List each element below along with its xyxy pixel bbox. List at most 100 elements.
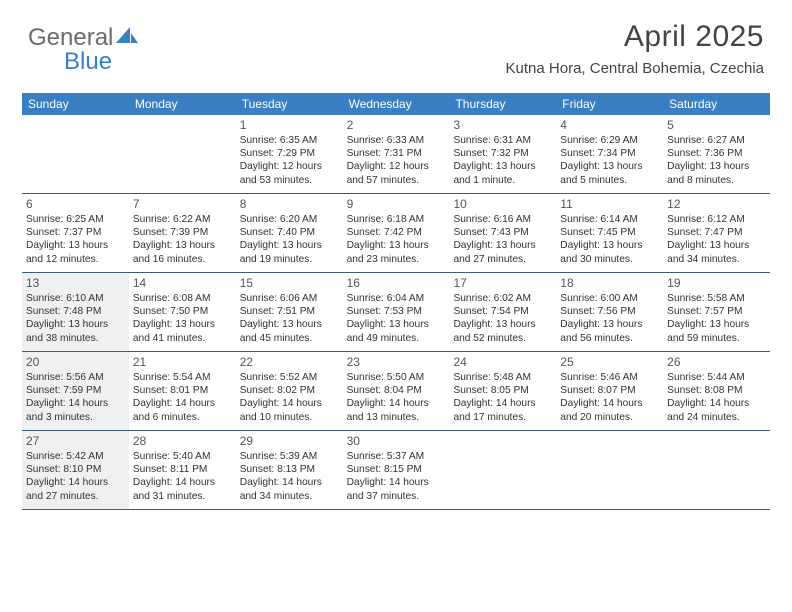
- daylight-text: Daylight: 12 hours and 53 minutes.: [240, 160, 338, 186]
- daylight-text: Daylight: 12 hours and 57 minutes.: [347, 160, 445, 186]
- sunrise-text: Sunrise: 5:40 AM: [133, 450, 231, 463]
- calendar-cell: 15Sunrise: 6:06 AMSunset: 7:51 PMDayligh…: [236, 273, 343, 351]
- calendar-cell: 10Sunrise: 6:16 AMSunset: 7:43 PMDayligh…: [449, 194, 556, 272]
- day-number: 1: [240, 118, 338, 133]
- day-number: 28: [133, 434, 231, 449]
- calendar-cell: 12Sunrise: 6:12 AMSunset: 7:47 PMDayligh…: [663, 194, 770, 272]
- sunset-text: Sunset: 7:31 PM: [347, 147, 445, 160]
- sunrise-text: Sunrise: 6:31 AM: [453, 134, 551, 147]
- sunset-text: Sunset: 8:01 PM: [133, 384, 231, 397]
- calendar-cell: 14Sunrise: 6:08 AMSunset: 7:50 PMDayligh…: [129, 273, 236, 351]
- sunset-text: Sunset: 8:04 PM: [347, 384, 445, 397]
- calendar-cell: [449, 431, 556, 509]
- sunset-text: Sunset: 8:08 PM: [667, 384, 765, 397]
- sunrise-text: Sunrise: 6:12 AM: [667, 213, 765, 226]
- sunset-text: Sunset: 8:13 PM: [240, 463, 338, 476]
- calendar-cell: 8Sunrise: 6:20 AMSunset: 7:40 PMDaylight…: [236, 194, 343, 272]
- day-header: Saturday: [663, 93, 770, 115]
- daylight-text: Daylight: 14 hours and 3 minutes.: [26, 397, 124, 423]
- sunrise-text: Sunrise: 5:52 AM: [240, 371, 338, 384]
- calendar-cell: [22, 115, 129, 193]
- daylight-text: Daylight: 14 hours and 20 minutes.: [560, 397, 658, 423]
- sunrise-text: Sunrise: 6:08 AM: [133, 292, 231, 305]
- daylight-text: Daylight: 13 hours and 5 minutes.: [560, 160, 658, 186]
- daylight-text: Daylight: 13 hours and 16 minutes.: [133, 239, 231, 265]
- day-number: 10: [453, 197, 551, 212]
- day-number: 13: [26, 276, 124, 291]
- day-number: 29: [240, 434, 338, 449]
- calendar-cell: 16Sunrise: 6:04 AMSunset: 7:53 PMDayligh…: [343, 273, 450, 351]
- sunset-text: Sunset: 7:45 PM: [560, 226, 658, 239]
- sunset-text: Sunset: 7:43 PM: [453, 226, 551, 239]
- calendar-cell: [663, 431, 770, 509]
- sunrise-text: Sunrise: 5:56 AM: [26, 371, 124, 384]
- calendar-cell: 18Sunrise: 6:00 AMSunset: 7:56 PMDayligh…: [556, 273, 663, 351]
- day-number: 25: [560, 355, 658, 370]
- sunrise-text: Sunrise: 6:00 AM: [560, 292, 658, 305]
- sunrise-text: Sunrise: 5:48 AM: [453, 371, 551, 384]
- daylight-text: Daylight: 14 hours and 34 minutes.: [240, 476, 338, 502]
- day-header: Tuesday: [236, 93, 343, 115]
- calendar-cell: 24Sunrise: 5:48 AMSunset: 8:05 PMDayligh…: [449, 352, 556, 430]
- calendar-week: 13Sunrise: 6:10 AMSunset: 7:48 PMDayligh…: [22, 273, 770, 352]
- sunrise-text: Sunrise: 6:14 AM: [560, 213, 658, 226]
- day-number: 9: [347, 197, 445, 212]
- calendar-cell: 2Sunrise: 6:33 AMSunset: 7:31 PMDaylight…: [343, 115, 450, 193]
- weeks-container: 1Sunrise: 6:35 AMSunset: 7:29 PMDaylight…: [22, 115, 770, 510]
- title-block: April 2025 Kutna Hora, Central Bohemia, …: [28, 20, 764, 77]
- sunset-text: Sunset: 7:40 PM: [240, 226, 338, 239]
- calendar-week: 20Sunrise: 5:56 AMSunset: 7:59 PMDayligh…: [22, 352, 770, 431]
- sunrise-text: Sunrise: 6:06 AM: [240, 292, 338, 305]
- calendar-cell: 25Sunrise: 5:46 AMSunset: 8:07 PMDayligh…: [556, 352, 663, 430]
- sunset-text: Sunset: 7:39 PM: [133, 226, 231, 239]
- daylight-text: Daylight: 13 hours and 23 minutes.: [347, 239, 445, 265]
- day-header: Monday: [129, 93, 236, 115]
- day-number: 3: [453, 118, 551, 133]
- sunrise-text: Sunrise: 6:25 AM: [26, 213, 124, 226]
- calendar-cell: 20Sunrise: 5:56 AMSunset: 7:59 PMDayligh…: [22, 352, 129, 430]
- calendar-cell: 21Sunrise: 5:54 AMSunset: 8:01 PMDayligh…: [129, 352, 236, 430]
- sunrise-text: Sunrise: 5:50 AM: [347, 371, 445, 384]
- sunrise-text: Sunrise: 5:54 AM: [133, 371, 231, 384]
- sunrise-text: Sunrise: 6:22 AM: [133, 213, 231, 226]
- logo-sail-icon: [116, 27, 138, 45]
- sunrise-text: Sunrise: 5:58 AM: [667, 292, 765, 305]
- sunset-text: Sunset: 7:48 PM: [26, 305, 124, 318]
- daylight-text: Daylight: 13 hours and 8 minutes.: [667, 160, 765, 186]
- daylight-text: Daylight: 14 hours and 27 minutes.: [26, 476, 124, 502]
- calendar-cell: 19Sunrise: 5:58 AMSunset: 7:57 PMDayligh…: [663, 273, 770, 351]
- sunset-text: Sunset: 7:54 PM: [453, 305, 551, 318]
- calendar-cell: 13Sunrise: 6:10 AMSunset: 7:48 PMDayligh…: [22, 273, 129, 351]
- day-number: 12: [667, 197, 765, 212]
- sunset-text: Sunset: 7:51 PM: [240, 305, 338, 318]
- day-number: 17: [453, 276, 551, 291]
- sunset-text: Sunset: 7:56 PM: [560, 305, 658, 318]
- calendar-cell: 5Sunrise: 6:27 AMSunset: 7:36 PMDaylight…: [663, 115, 770, 193]
- day-number: 8: [240, 197, 338, 212]
- day-number: 18: [560, 276, 658, 291]
- sunrise-text: Sunrise: 6:02 AM: [453, 292, 551, 305]
- sunrise-text: Sunrise: 6:35 AM: [240, 134, 338, 147]
- sunset-text: Sunset: 7:29 PM: [240, 147, 338, 160]
- sunrise-text: Sunrise: 6:18 AM: [347, 213, 445, 226]
- calendar-cell: 30Sunrise: 5:37 AMSunset: 8:15 PMDayligh…: [343, 431, 450, 509]
- calendar-week: 6Sunrise: 6:25 AMSunset: 7:37 PMDaylight…: [22, 194, 770, 273]
- sunset-text: Sunset: 8:05 PM: [453, 384, 551, 397]
- calendar-cell: 11Sunrise: 6:14 AMSunset: 7:45 PMDayligh…: [556, 194, 663, 272]
- sunset-text: Sunset: 7:34 PM: [560, 147, 658, 160]
- daylight-text: Daylight: 14 hours and 31 minutes.: [133, 476, 231, 502]
- sunrise-text: Sunrise: 6:29 AM: [560, 134, 658, 147]
- header: General Blue April 2025 Kutna Hora, Cent…: [0, 0, 792, 83]
- calendar-cell: 7Sunrise: 6:22 AMSunset: 7:39 PMDaylight…: [129, 194, 236, 272]
- calendar-cell: 6Sunrise: 6:25 AMSunset: 7:37 PMDaylight…: [22, 194, 129, 272]
- day-number: 30: [347, 434, 445, 449]
- sunrise-text: Sunrise: 5:44 AM: [667, 371, 765, 384]
- day-number: 11: [560, 197, 658, 212]
- calendar-cell: 9Sunrise: 6:18 AMSunset: 7:42 PMDaylight…: [343, 194, 450, 272]
- sunset-text: Sunset: 7:53 PM: [347, 305, 445, 318]
- sunset-text: Sunset: 7:42 PM: [347, 226, 445, 239]
- day-number: 24: [453, 355, 551, 370]
- daylight-text: Daylight: 14 hours and 37 minutes.: [347, 476, 445, 502]
- sunset-text: Sunset: 7:47 PM: [667, 226, 765, 239]
- sunrise-text: Sunrise: 5:37 AM: [347, 450, 445, 463]
